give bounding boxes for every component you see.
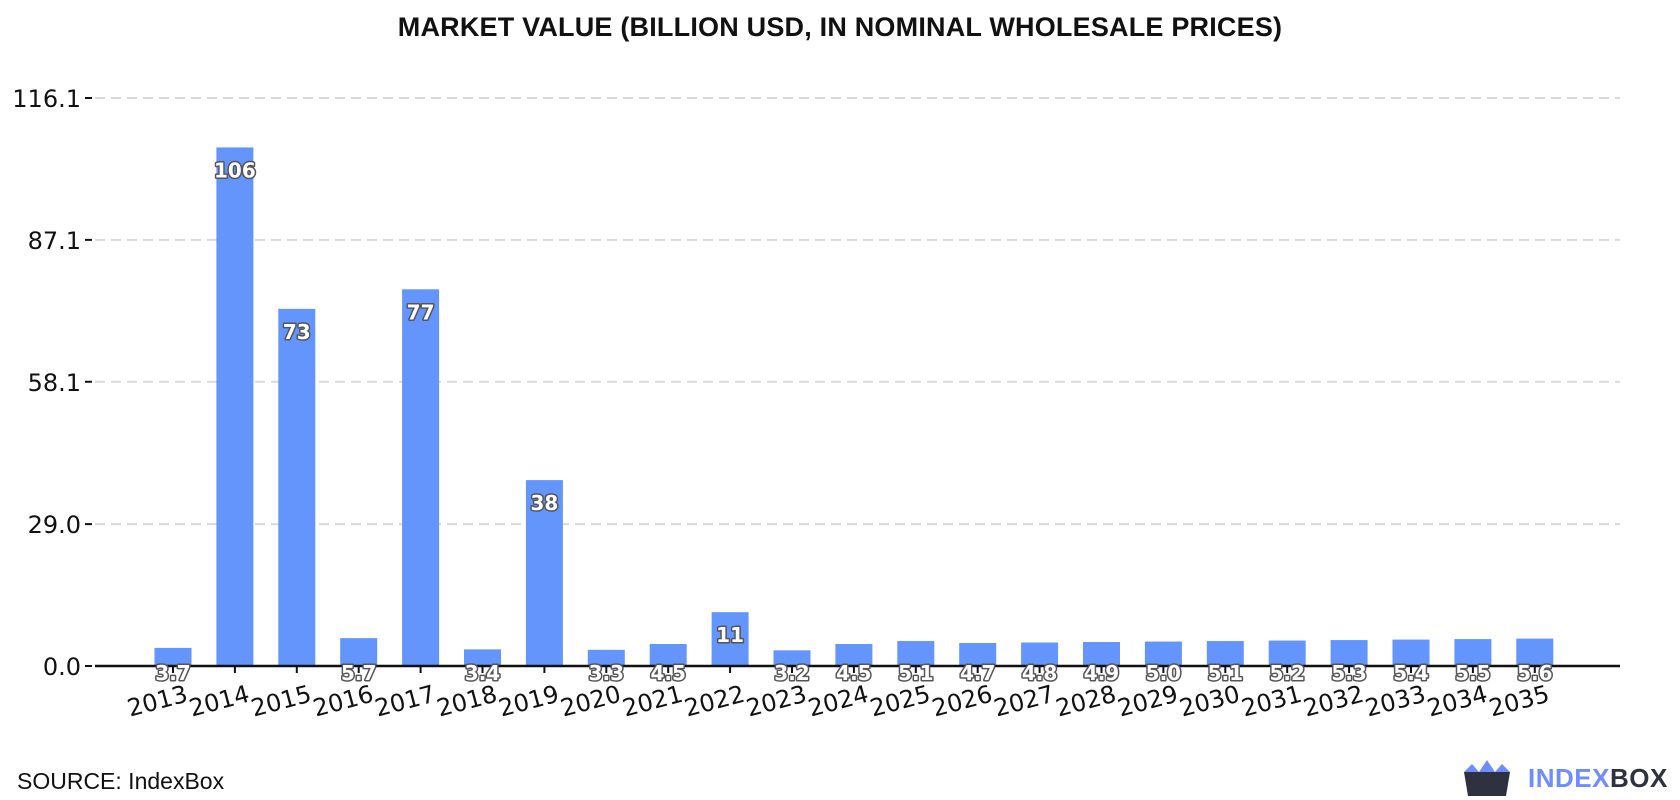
bar bbox=[959, 643, 997, 666]
bar bbox=[1021, 642, 1059, 666]
y-tick-label: 116.1 bbox=[12, 85, 81, 113]
bar bbox=[340, 638, 378, 666]
bar-value-label: 5.1 bbox=[1208, 661, 1243, 685]
bar bbox=[1392, 639, 1430, 666]
bar-value-label: 38 bbox=[530, 491, 558, 515]
x-tick-label: 2027 bbox=[991, 680, 1057, 723]
y-tick-label: 0.0 bbox=[43, 653, 81, 681]
x-tick-label: 2034 bbox=[1424, 680, 1490, 723]
bar-value-label: 4.9 bbox=[1084, 661, 1119, 685]
x-tick-label: 2023 bbox=[743, 680, 809, 723]
bar bbox=[402, 289, 440, 666]
bar bbox=[835, 643, 873, 666]
bar-value-label: 11 bbox=[716, 623, 744, 647]
bar-value-label: 73 bbox=[283, 320, 311, 344]
bar bbox=[1206, 641, 1244, 666]
x-tick-label: 2020 bbox=[558, 680, 624, 723]
bar bbox=[1268, 640, 1306, 666]
brand-wordmark-index: INDEX bbox=[1528, 762, 1610, 793]
gridlines bbox=[95, 97, 1620, 526]
chart-title: MARKET VALUE (BILLION USD, IN NOMINAL WH… bbox=[397, 12, 1283, 42]
x-tick-label: 2016 bbox=[310, 680, 376, 723]
bar bbox=[154, 647, 192, 666]
bar-value-label: 4.7 bbox=[960, 661, 995, 685]
bar bbox=[216, 147, 254, 666]
bar-value-label: 4.8 bbox=[1022, 661, 1057, 685]
bar-value-label: 77 bbox=[407, 300, 435, 324]
bar-value-label: 106 bbox=[214, 158, 256, 182]
bar-value-label: 3.4 bbox=[465, 661, 500, 685]
x-tick-label: 2022 bbox=[681, 680, 747, 723]
x-tick-label: 2029 bbox=[1115, 680, 1181, 723]
x-tick-label: 2019 bbox=[496, 680, 562, 723]
x-tick-label: 2032 bbox=[1300, 680, 1366, 723]
bar bbox=[1516, 638, 1554, 666]
bar bbox=[649, 643, 687, 666]
bar bbox=[897, 641, 935, 666]
bar-value-label: 5.1 bbox=[898, 661, 933, 685]
bar bbox=[1083, 642, 1120, 666]
bar bbox=[1454, 639, 1492, 666]
y-tick-label: 58.1 bbox=[28, 369, 81, 397]
x-tick-label: 2017 bbox=[372, 680, 438, 723]
bars bbox=[154, 147, 1554, 666]
x-tick-label: 2024 bbox=[805, 680, 871, 723]
bar bbox=[1330, 640, 1368, 666]
bar bbox=[773, 650, 811, 666]
bar bbox=[525, 480, 563, 666]
bar-value-label: 5.2 bbox=[1269, 661, 1304, 685]
bar-value-label: 3.7 bbox=[155, 661, 190, 685]
bar bbox=[1144, 641, 1182, 666]
bar bbox=[711, 612, 749, 666]
x-tick-label: 2025 bbox=[867, 680, 933, 723]
bar-value-label: 5.7 bbox=[341, 661, 376, 685]
x-tick-label: 2018 bbox=[434, 680, 500, 723]
crown-box-logo-icon bbox=[1464, 760, 1510, 796]
x-tick-label: 2026 bbox=[929, 680, 995, 723]
bar bbox=[278, 308, 316, 666]
x-tick-label: 2015 bbox=[248, 680, 314, 723]
indexbox-logo[interactable]: INDEXBOX bbox=[1462, 760, 1668, 796]
brand-wordmark-box: BOX bbox=[1609, 762, 1668, 793]
bar-value-labels: 3.7 106 73 5.7 77 3.4 38 3.3 4.5 11 3.2 4.5 5.1 4.7 4.… bbox=[154, 157, 1554, 687]
x-tick-label: 2028 bbox=[1053, 680, 1119, 723]
source-note: SOURCE: IndexBox bbox=[17, 768, 225, 794]
brand-wordmark: INDEXBOX bbox=[1528, 763, 1668, 794]
y-tick-label: 87.1 bbox=[28, 227, 81, 255]
x-tick-label: 2021 bbox=[620, 680, 686, 723]
bar-value-label: 5.4 bbox=[1393, 661, 1428, 685]
y-tick-label: 29.0 bbox=[28, 511, 81, 539]
bar-value-label: 3.3 bbox=[589, 661, 624, 685]
x-tick-label: 2030 bbox=[1177, 680, 1243, 723]
bar bbox=[587, 649, 625, 666]
bar-value-label: 3.2 bbox=[774, 661, 809, 685]
x-tick-label: 2031 bbox=[1239, 680, 1305, 723]
bar bbox=[464, 649, 501, 666]
bar-value-label: 4.5 bbox=[650, 661, 685, 685]
bar-value-label: 5.0 bbox=[1146, 661, 1181, 685]
bar-value-label: 5.5 bbox=[1455, 661, 1490, 685]
bar-value-label: 5.6 bbox=[1517, 661, 1552, 685]
x-tick-label: 2013 bbox=[124, 680, 190, 723]
bar-value-label: 4.5 bbox=[836, 661, 871, 685]
bar-value-label: 5.3 bbox=[1331, 661, 1366, 685]
x-tick-label: 2035 bbox=[1486, 680, 1552, 723]
x-tick-label: 2014 bbox=[186, 680, 252, 723]
x-tick-label: 2033 bbox=[1362, 680, 1428, 723]
